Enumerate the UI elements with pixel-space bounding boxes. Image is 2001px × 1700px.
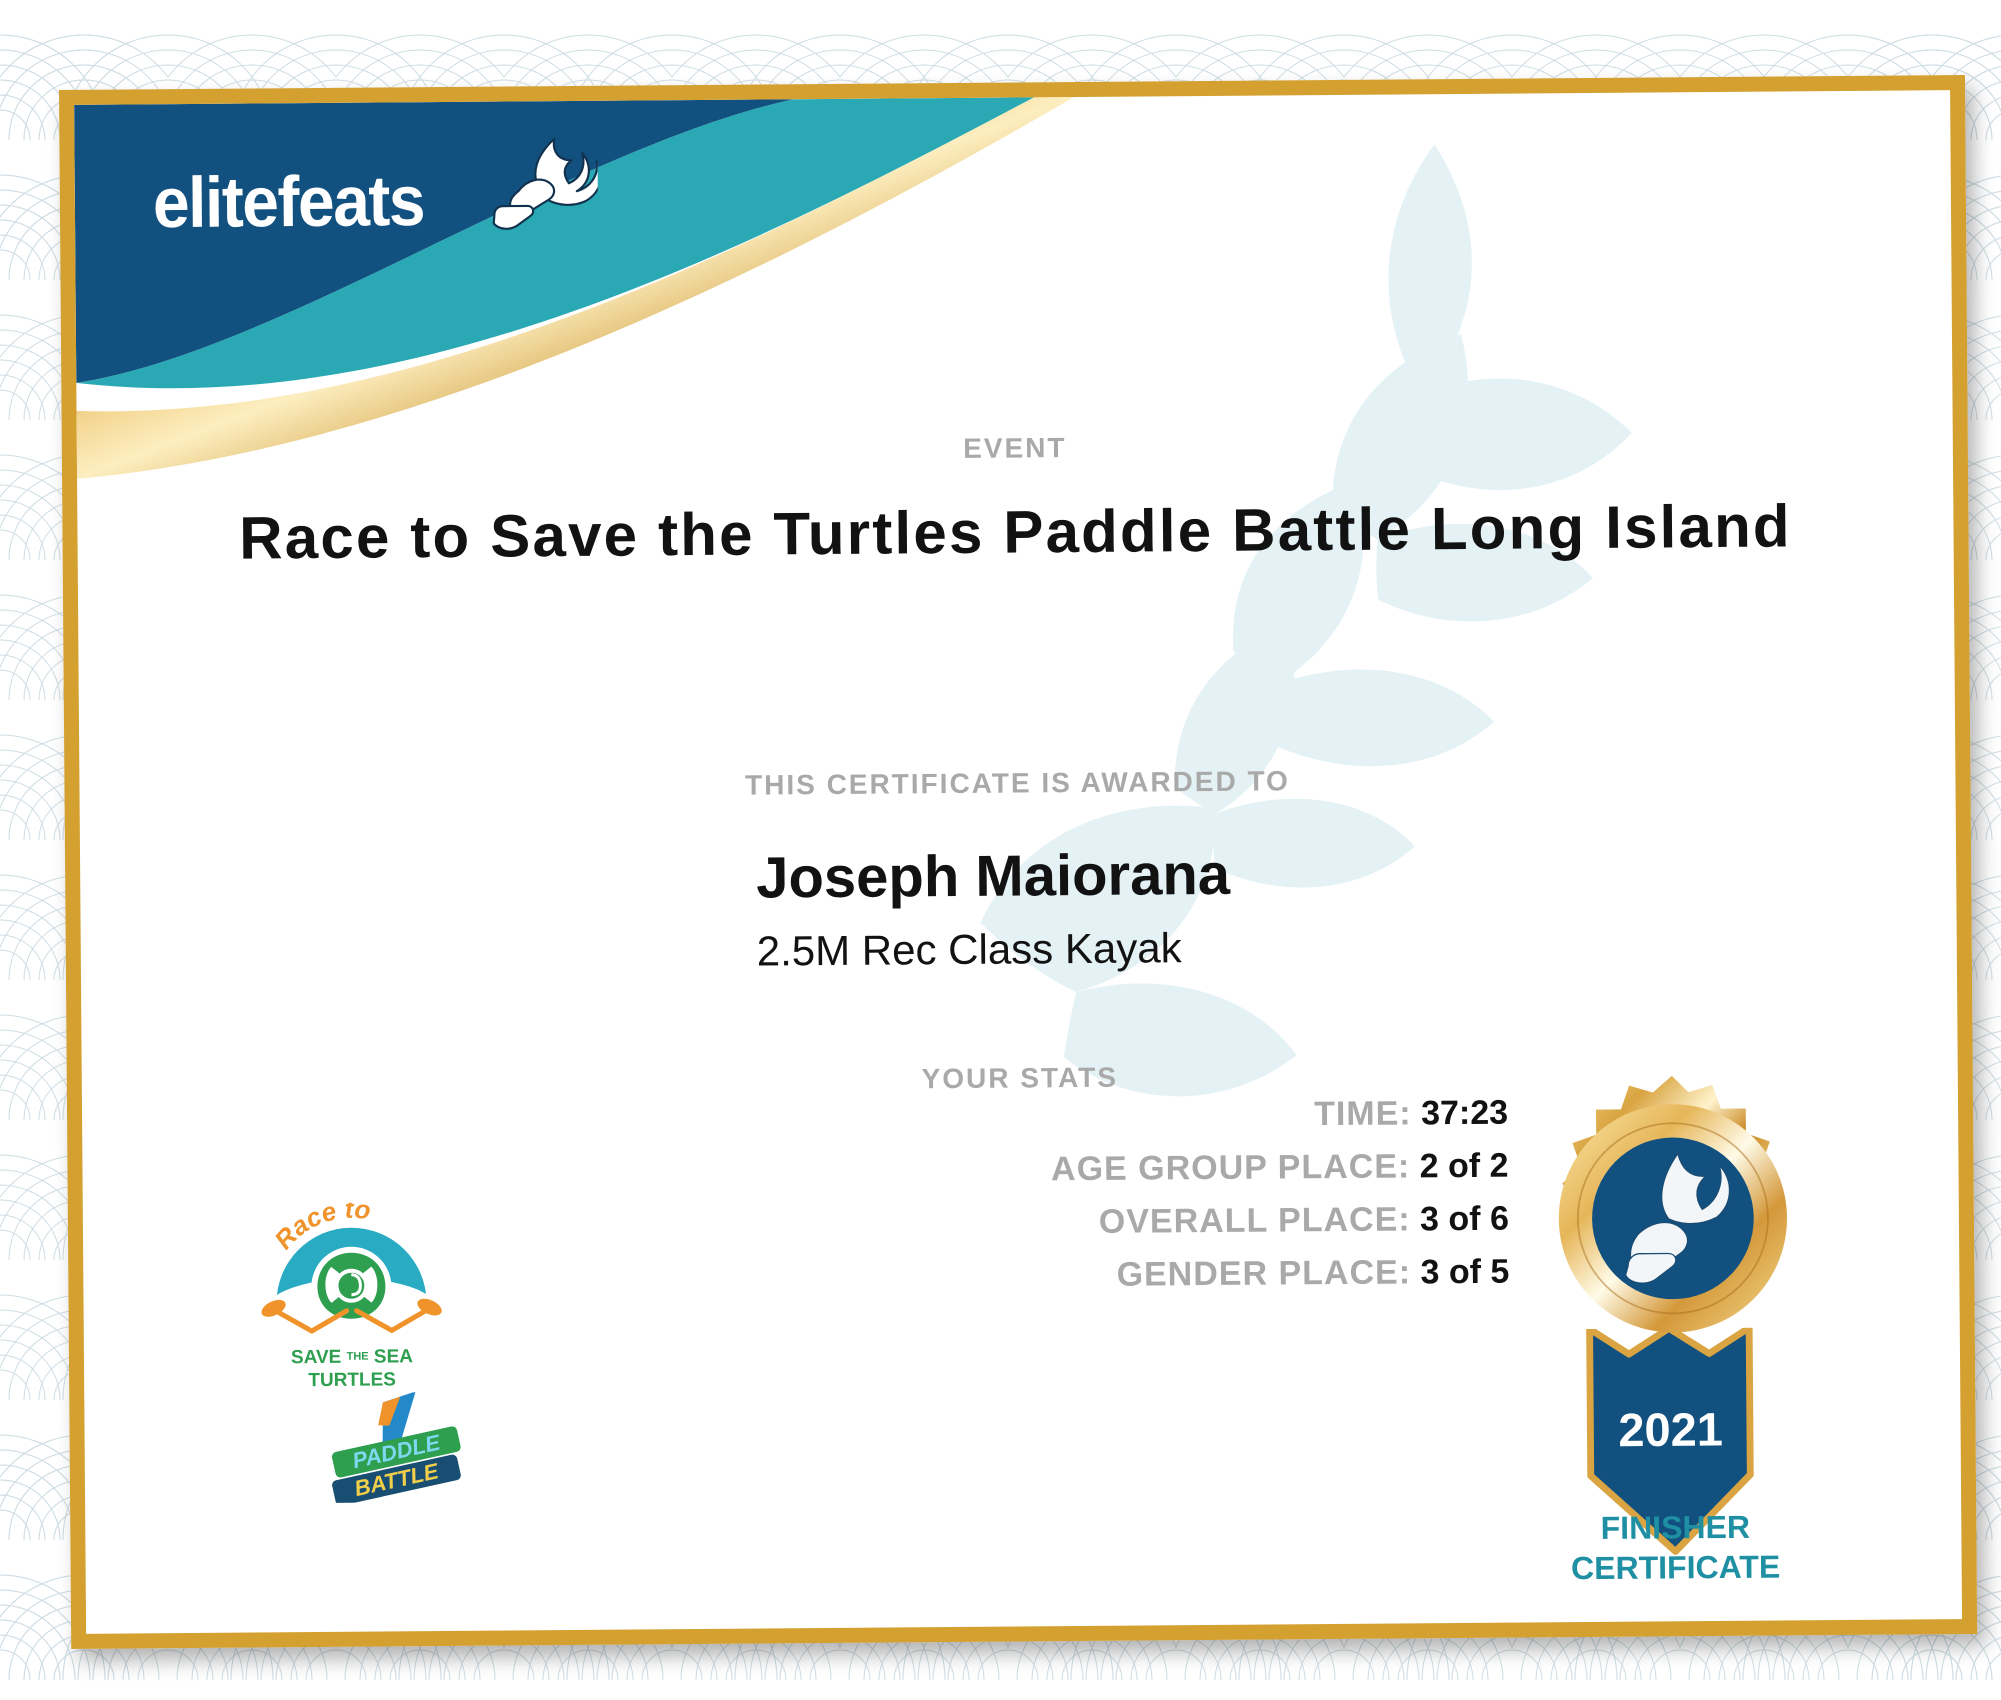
svg-text:TURTLES: TURTLES <box>308 1369 396 1391</box>
svg-text:SAVE THE SEA: SAVE THE SEA <box>291 1346 413 1368</box>
